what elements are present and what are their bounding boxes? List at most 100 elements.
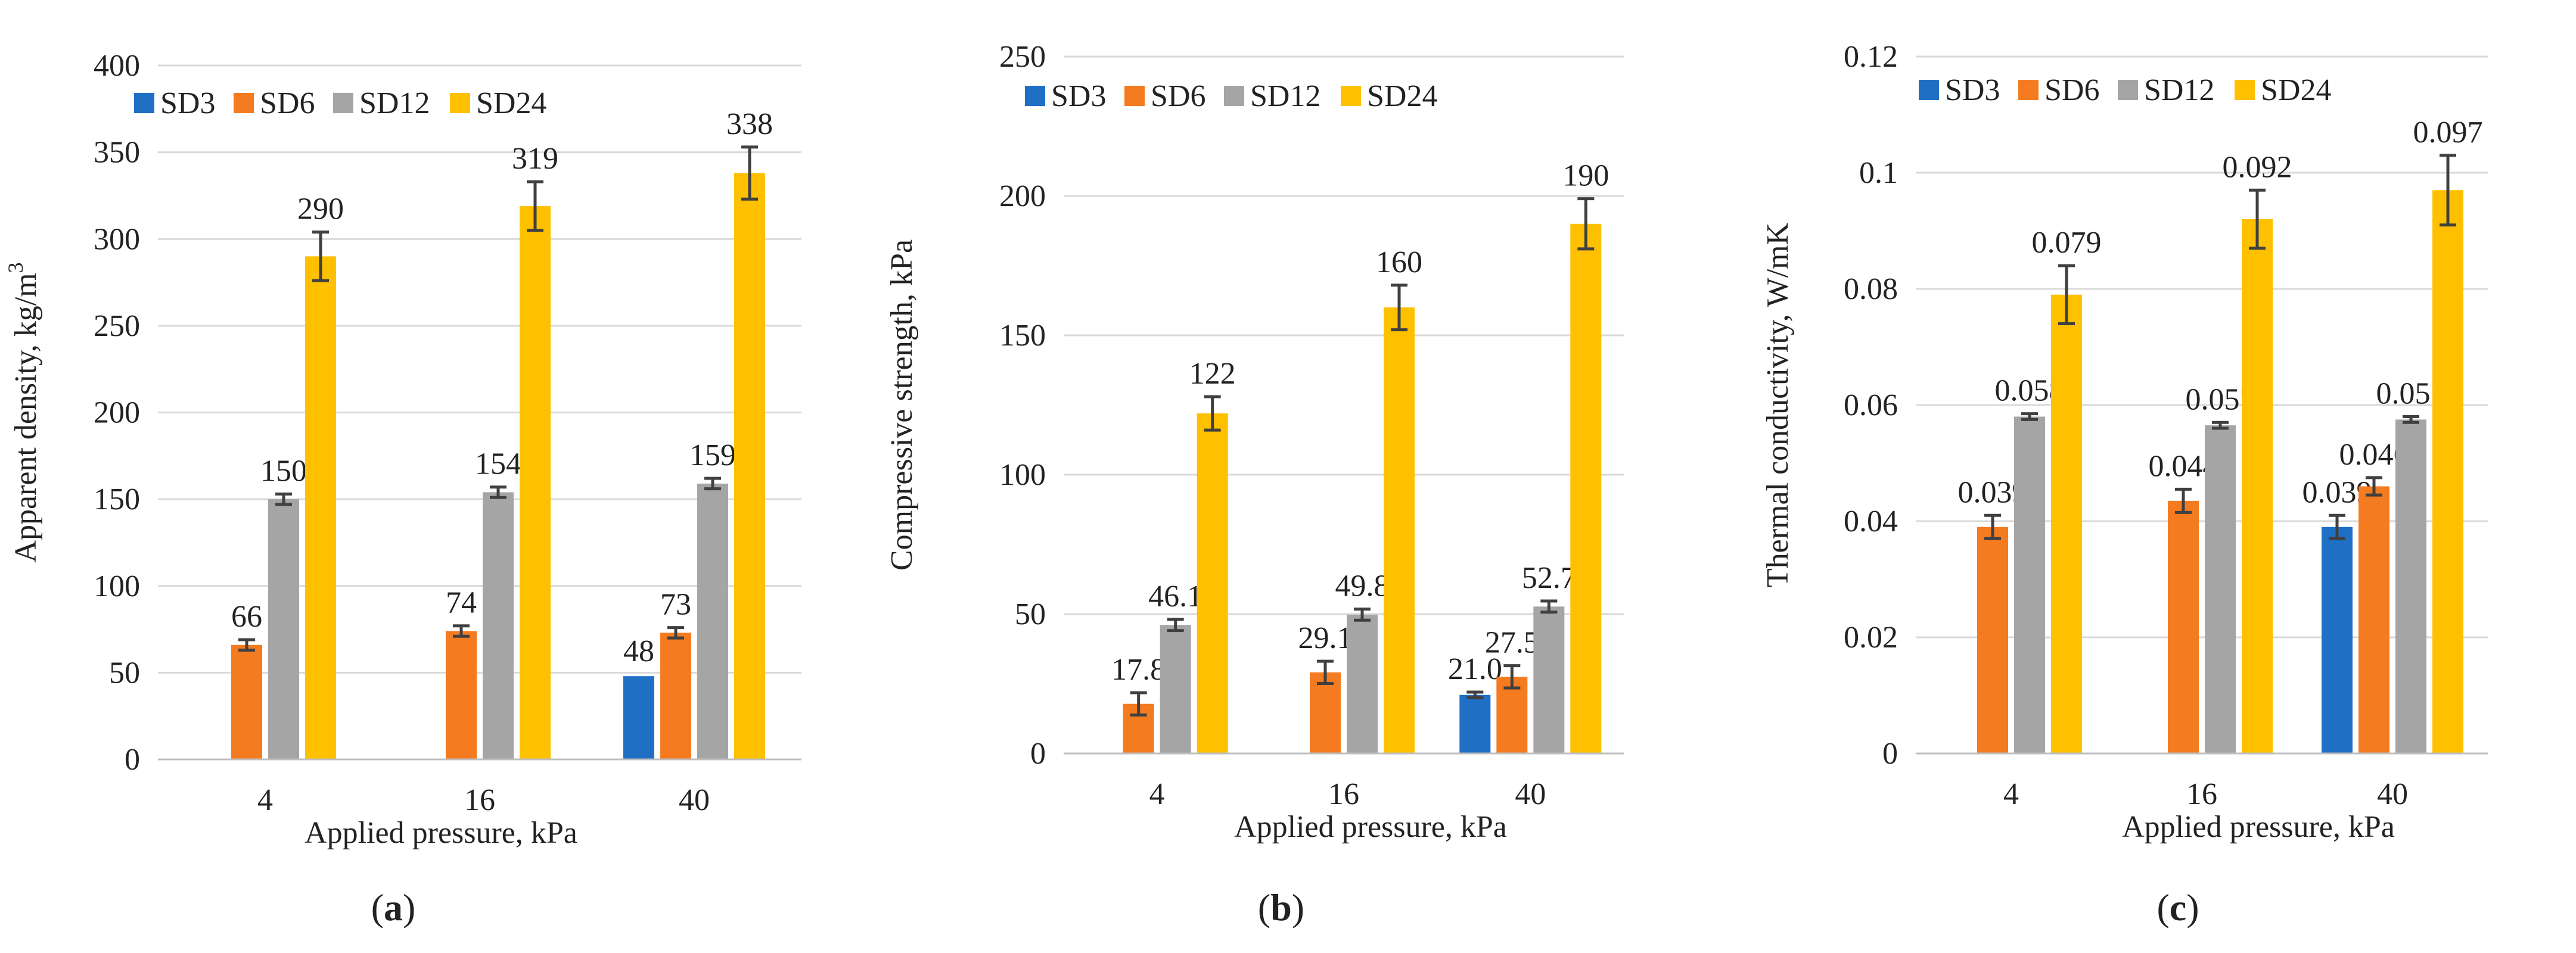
data-label: 190 [1562,159,1609,193]
legend-label-sd12: SD12 [2144,73,2214,107]
chart-panel-b: 0 50 100 150 200 250 4 17.8 46.1 122 16 29.1 49.8 160… [885,40,1624,929]
bar-sd24 [2051,294,2082,753]
data-label: 290 [297,192,344,226]
data-label: 319 [512,142,558,176]
bar-sd6 [446,631,477,759]
y-tick-label: 350 [94,136,140,170]
bar-sd6 [1977,527,2008,753]
bar-sd12 [1160,625,1191,753]
data-label: 150 [260,454,307,488]
legend: SD3 SD6 SD12 SD24 [134,86,546,120]
y-tick-label: 150 [94,482,140,516]
y-tick-label: 0 [125,743,140,777]
legend-swatch-sd3 [134,93,154,113]
legend-label-sd24: SD24 [1367,79,1437,113]
bar-sd12 [483,492,514,759]
y-axis-label-text: Thermal conductivity, W/mK [1761,222,1795,587]
bar-sd24 [1570,223,1602,753]
y-axis-label: Compressive strength, kPa [885,239,919,571]
y-tick-label: 0.02 [1844,621,1898,655]
y-tick-label: 250 [999,40,1046,74]
y-tick-label: 400 [94,49,140,83]
data-label: 29.1 [1298,621,1353,655]
panel-label: (a) [371,886,416,929]
x-tick-label: 16 [1328,777,1359,811]
bar-sd12 [2014,416,2045,753]
legend-swatch-sd12 [333,93,353,113]
panel-label: (b) [1258,886,1304,929]
legend-swatch-sd6 [2018,80,2039,100]
panel-label-open: ( [2156,886,2169,929]
bar-sd6 [1310,672,1341,753]
bar-sd24 [305,256,336,759]
legend-swatch-sd12 [2118,80,2138,100]
legend-label-sd6: SD6 [260,86,315,120]
bar-sd12 [1533,606,1565,753]
data-label: 48 [623,634,654,668]
legend: SD3 SD6 SD12 SD24 [1025,79,1437,113]
y-tick-label: 200 [999,179,1046,213]
data-label: 0.092 [2223,150,2292,184]
data-label: 0.097 [2413,116,2483,150]
y-tick-label: 0 [1030,737,1046,771]
legend-swatch-sd6 [1124,86,1145,106]
data-label: 74 [446,586,477,620]
y-tick-label: 0.06 [1844,388,1898,422]
legend: SD3 SD6 SD12 SD24 [1919,73,2331,107]
x-tick-label: 40 [1515,777,1546,811]
x-tick-label: 16 [464,783,495,817]
y-tick-label: 0.1 [1859,156,1898,190]
legend-swatch-sd3 [1025,86,1045,106]
chart-panel-c: 00.020.040.060.080.10.1240.0390.0580.079… [1761,40,2488,929]
panel-label-close: ) [403,886,415,929]
legend-label-sd12: SD12 [359,86,430,120]
legend-label-sd6: SD6 [1151,79,1205,113]
bar-sd24 [734,173,765,759]
bar-sd3 [1459,694,1491,753]
data-label: 27.5 [1485,626,1539,660]
y-tick-label: 0.08 [1844,272,1898,306]
panel-label: (c) [2156,886,2199,929]
data-label: 21.0 [1448,652,1502,686]
y-tick-label: 250 [94,309,140,343]
bar-sd12 [268,499,299,759]
bar-sd12 [2395,419,2426,753]
legend-label-sd3: SD3 [160,86,215,120]
bar-sd12 [1347,614,1378,753]
data-label: 73 [660,588,691,622]
x-tick-label: 4 [2003,777,2019,811]
bar-sd6 [2168,500,2199,753]
legend-swatch-sd24 [1341,86,1361,106]
y-tick-label: 200 [94,396,140,430]
panel-label-letter: b [1270,886,1292,929]
data-label: 17.8 [1111,653,1166,687]
bar-sd24 [2432,190,2463,753]
data-label: 338 [726,107,773,141]
legend-label-sd24: SD24 [476,86,546,120]
x-tick-label: 4 [1149,777,1165,811]
bar-sd12 [697,483,728,759]
legend-swatch-sd24 [2235,80,2255,100]
y-tick-label: 0.04 [1844,504,1898,538]
y-tick-label: 300 [94,222,140,256]
x-axis-label: Applied pressure, kPa [304,816,577,850]
bar-sd24 [1384,307,1415,753]
x-axis-label: Applied pressure, kPa [2122,810,2395,844]
legend-label-sd12: SD12 [1250,79,1320,113]
y-axis-label: Apparent density, kg/m3 [4,262,43,562]
data-label: 52.7 [1522,561,1576,595]
panel-label-close: ) [2186,886,2199,929]
bar-sd6 [1496,677,1528,753]
data-label: 122 [1189,357,1236,391]
y-tick-label: 100 [94,569,140,603]
data-label: 49.8 [1335,569,1390,603]
bar-sd3 [623,676,654,759]
y-tick-label: 0 [1882,737,1898,771]
x-axis-label: Applied pressure, kPa [1234,810,1507,844]
y-axis-label-text: Compressive strength, kPa [885,239,919,571]
data-label: 0.079 [2032,226,2102,260]
data-label: 154 [475,447,521,481]
panel-label-letter: c [2170,886,2186,929]
panel-label-open: ( [371,886,384,929]
